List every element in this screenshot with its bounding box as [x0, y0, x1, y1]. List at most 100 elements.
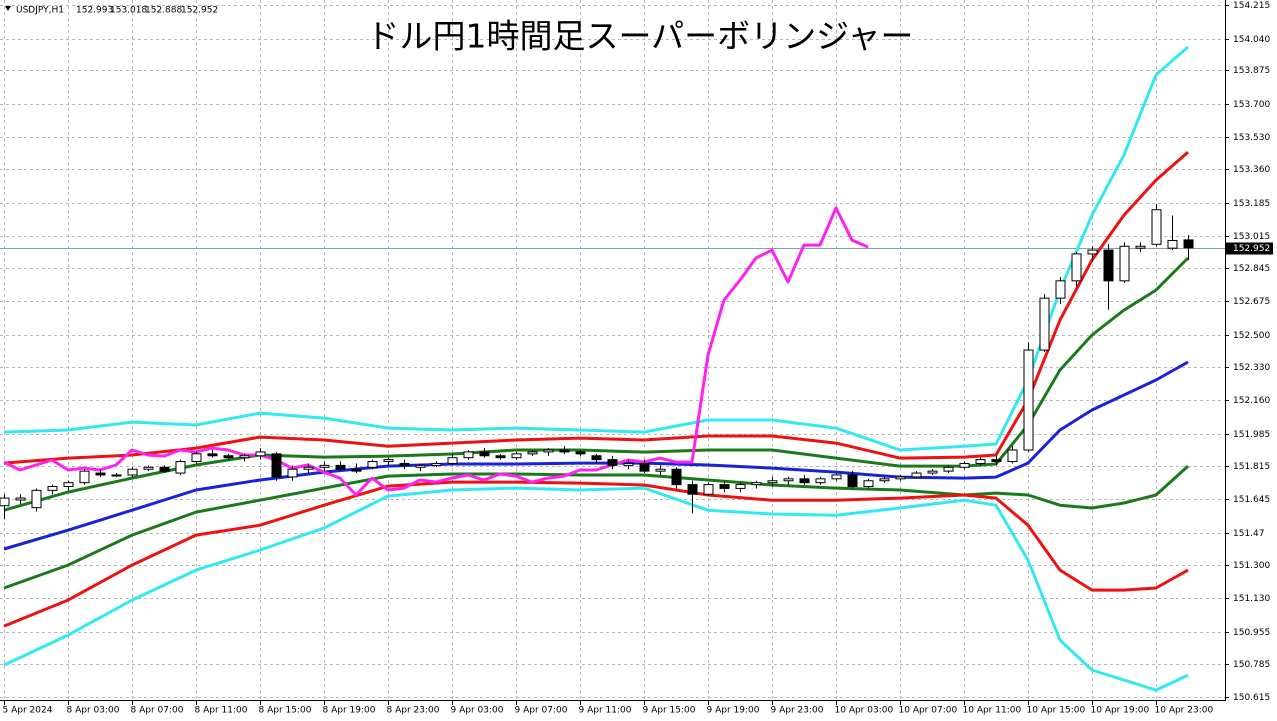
candle-body: [1071, 253, 1082, 282]
indicator-line: [3, 150, 1189, 465]
candle-body: [623, 462, 634, 466]
x-tick-label: 9 Apr 19:00: [707, 706, 760, 716]
header-high: 153.018: [110, 6, 147, 16]
candle-body: [351, 468, 362, 472]
candle-body: [447, 457, 458, 464]
y-tick-label: 154.040: [1233, 35, 1270, 45]
x-tick-label: 10 Apr 15:00: [1027, 706, 1086, 716]
candle-body: [1119, 245, 1130, 282]
candle-body: [95, 472, 106, 476]
candle-body: [719, 484, 730, 489]
y-tick-label: 153.530: [1233, 133, 1270, 143]
y-tick-label: 151.47: [1233, 529, 1265, 539]
candle-body: [1087, 249, 1098, 255]
candle-body: [655, 468, 666, 472]
y-tick-label: 150.615: [1233, 693, 1270, 703]
candle-body: [271, 453, 282, 478]
candle-body: [959, 462, 970, 468]
candle-body: [879, 478, 890, 482]
candle-body: [335, 464, 346, 470]
candle-body: [1039, 297, 1050, 351]
y-tick-label: 151.300: [1233, 561, 1270, 571]
candle-body: [975, 459, 986, 464]
candle-body: [415, 464, 426, 468]
y-tick-label: 154.215: [1233, 1, 1270, 11]
candle-body: [1151, 209, 1162, 245]
candle-body: [1007, 449, 1018, 463]
x-tick-label: 8 Apr 23:00: [387, 706, 440, 716]
candle-body: [463, 451, 474, 459]
candle-body: [63, 482, 74, 488]
candle-body: [1167, 239, 1178, 249]
candle-body: [863, 480, 874, 488]
candle-body: [799, 478, 810, 484]
indicator-line: [3, 45, 1189, 452]
x-tick-label: 8 Apr 15:00: [259, 706, 312, 716]
candle-body: [751, 482, 762, 486]
indicator-line: [3, 256, 1190, 512]
y-tick-label: 153.015: [1233, 232, 1270, 242]
candle-body: [303, 466, 314, 470]
candle-body: [495, 455, 506, 459]
candle-body: [559, 449, 570, 453]
candle-body: [287, 468, 298, 478]
price-label: 152.952: [1233, 244, 1270, 254]
candle-body: [991, 459, 1002, 463]
x-tick-label: 10 Apr 19:00: [1091, 706, 1150, 716]
header-close: 152.952: [181, 6, 218, 16]
x-tick-label: 8 Apr 11:00: [195, 706, 248, 716]
candle-body: [1055, 280, 1066, 299]
x-tick-label: 9 Apr 07:00: [515, 706, 568, 716]
chart-title: ドル円1時間足スーパーボリンジャー: [366, 17, 913, 56]
x-tick-label: 10 Apr 11:00: [963, 706, 1022, 716]
header-low: 152.888: [145, 6, 182, 16]
indicator-line: [3, 360, 1189, 551]
candle-body: [911, 472, 922, 478]
y-tick-label: 152.675: [1233, 297, 1270, 307]
symbol: USDJPY,H1: [16, 6, 64, 16]
y-tick-label: 152.330: [1233, 363, 1270, 373]
candle-body: [127, 468, 138, 476]
candle-body: [943, 466, 954, 472]
candle-body: [543, 449, 554, 453]
candle-body: [703, 484, 714, 495]
candle-body: [319, 464, 330, 468]
y-tick-label: 150.955: [1233, 628, 1270, 638]
candle-body: [15, 497, 26, 501]
candle-body: [1023, 349, 1034, 451]
candle-body: [79, 470, 90, 484]
y-tick-label: 151.130: [1233, 594, 1270, 604]
candle-body: [367, 461, 378, 468]
candle-body: [0, 497, 10, 507]
candle-body: [431, 462, 442, 466]
y-tick-label: 152.160: [1233, 396, 1270, 406]
indicator-line: [3, 206, 869, 497]
candle-body: [639, 462, 650, 472]
candle-body: [383, 459, 394, 463]
indicator-line: [3, 464, 1190, 590]
candle-body: [927, 470, 938, 474]
candle-body: [591, 455, 602, 461]
candle-body: [687, 484, 698, 495]
candle-body: [191, 453, 202, 463]
y-tick-label: 151.815: [1233, 462, 1270, 472]
candle-body: [607, 459, 618, 466]
x-tick-label: 9 Apr 15:00: [643, 706, 696, 716]
x-tick-label: 8 Apr 03:00: [67, 706, 120, 716]
candle-body: [831, 474, 842, 480]
candle-body: [735, 484, 746, 489]
plot-area: [0, 45, 1194, 692]
candle-body: [31, 489, 42, 509]
candle-body: [783, 478, 794, 482]
y-tick-label: 152.845: [1233, 264, 1270, 274]
x-tick-label: 5 Apr 2024: [3, 706, 53, 716]
candle-body: [1135, 245, 1146, 249]
y-tick-label: 151.645: [1233, 495, 1270, 505]
y-tick-label: 153.185: [1233, 199, 1270, 209]
candle-body: [111, 474, 122, 477]
candle-body: [479, 451, 490, 457]
y-tick-label: 150.785: [1233, 660, 1270, 670]
candle-body: [847, 474, 858, 488]
